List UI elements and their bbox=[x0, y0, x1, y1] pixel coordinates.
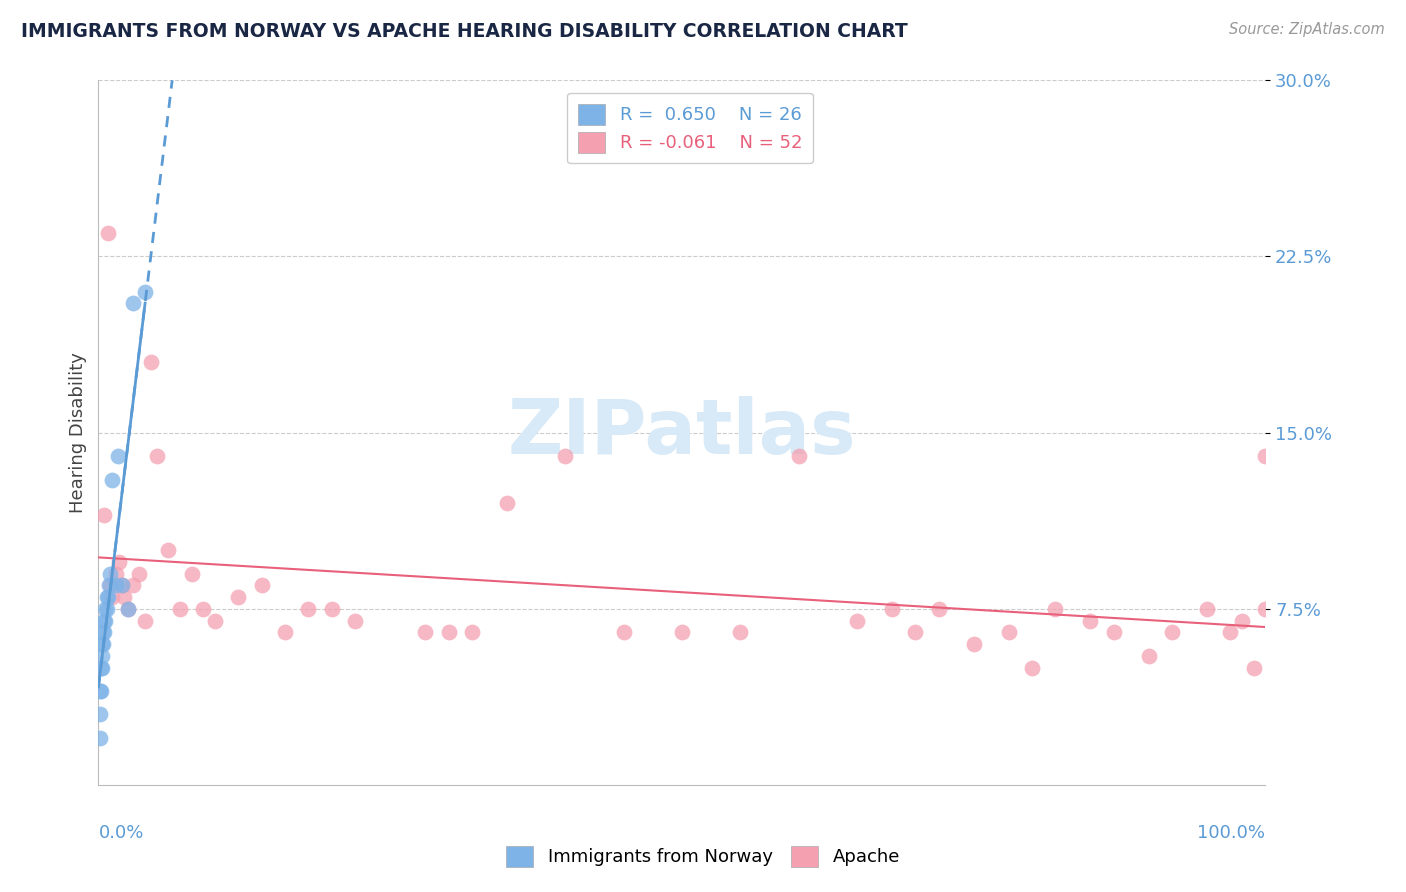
Point bbox=[96, 590, 118, 604]
Point bbox=[880, 601, 903, 615]
Point bbox=[90, 637, 112, 651]
Point bbox=[554, 449, 576, 463]
Point bbox=[1243, 660, 1265, 674]
Point bbox=[98, 566, 121, 581]
Point bbox=[111, 578, 134, 592]
Point bbox=[1137, 648, 1160, 663]
Point bbox=[111, 578, 134, 592]
Point bbox=[1102, 625, 1125, 640]
Point bbox=[297, 601, 319, 615]
Point bbox=[90, 660, 112, 674]
Point bbox=[1021, 660, 1043, 674]
Point bbox=[91, 625, 114, 640]
Point bbox=[204, 614, 226, 628]
Point bbox=[122, 578, 145, 592]
Point bbox=[1161, 625, 1184, 640]
Point bbox=[193, 601, 215, 615]
Point bbox=[104, 578, 127, 592]
Text: IMMIGRANTS FROM NORWAY VS APACHE HEARING DISABILITY CORRELATION CHART: IMMIGRANTS FROM NORWAY VS APACHE HEARING… bbox=[21, 22, 908, 41]
Point bbox=[496, 496, 519, 510]
Point bbox=[89, 707, 111, 722]
Point bbox=[93, 614, 115, 628]
Point bbox=[228, 590, 250, 604]
Point bbox=[1195, 601, 1218, 615]
Point bbox=[134, 285, 156, 299]
Point bbox=[96, 601, 118, 615]
Point bbox=[94, 614, 117, 628]
Point bbox=[962, 637, 984, 651]
Point bbox=[98, 578, 121, 592]
Point bbox=[928, 601, 950, 615]
Point bbox=[134, 614, 156, 628]
Point bbox=[157, 543, 180, 558]
Point bbox=[90, 660, 112, 674]
Point bbox=[1219, 625, 1241, 640]
Point bbox=[101, 473, 124, 487]
Point bbox=[139, 355, 162, 369]
Point bbox=[97, 590, 120, 604]
Point bbox=[671, 625, 693, 640]
Point bbox=[89, 731, 111, 745]
Point bbox=[89, 684, 111, 698]
Text: Source: ZipAtlas.com: Source: ZipAtlas.com bbox=[1229, 22, 1385, 37]
Point bbox=[321, 601, 343, 615]
Point bbox=[146, 449, 169, 463]
Point bbox=[437, 625, 460, 640]
Point bbox=[94, 601, 117, 615]
Point bbox=[413, 625, 436, 640]
Point bbox=[250, 578, 273, 592]
Point bbox=[101, 590, 124, 604]
Point bbox=[344, 614, 367, 628]
Point bbox=[1254, 601, 1277, 615]
Text: 100.0%: 100.0% bbox=[1198, 823, 1265, 842]
Point bbox=[97, 226, 120, 240]
Point bbox=[1080, 614, 1102, 628]
Point bbox=[846, 614, 869, 628]
Point bbox=[97, 578, 120, 592]
Point bbox=[107, 449, 129, 463]
Point bbox=[613, 625, 636, 640]
Legend: Immigrants from Norway, Apache: Immigrants from Norway, Apache bbox=[499, 838, 907, 874]
Point bbox=[112, 590, 135, 604]
Point bbox=[91, 637, 114, 651]
Point bbox=[904, 625, 927, 640]
Point bbox=[104, 566, 127, 581]
Point bbox=[90, 648, 112, 663]
Point bbox=[117, 601, 139, 615]
Point bbox=[1045, 601, 1067, 615]
Legend: R =  0.650    N = 26, R = -0.061    N = 52: R = 0.650 N = 26, R = -0.061 N = 52 bbox=[567, 93, 813, 163]
Point bbox=[730, 625, 752, 640]
Point bbox=[117, 601, 139, 615]
Point bbox=[93, 625, 115, 640]
Point bbox=[1254, 449, 1277, 463]
Point bbox=[108, 555, 131, 569]
Text: ZIPatlas: ZIPatlas bbox=[508, 396, 856, 469]
Point bbox=[1230, 614, 1253, 628]
Point bbox=[122, 296, 145, 310]
Point bbox=[274, 625, 297, 640]
Y-axis label: Hearing Disability: Hearing Disability bbox=[69, 352, 87, 513]
Point bbox=[93, 508, 115, 522]
Point bbox=[997, 625, 1019, 640]
Point bbox=[169, 601, 191, 615]
Point bbox=[90, 684, 112, 698]
Point bbox=[787, 449, 810, 463]
Point bbox=[128, 566, 150, 581]
Text: 0.0%: 0.0% bbox=[98, 823, 143, 842]
Point bbox=[180, 566, 202, 581]
Point bbox=[461, 625, 484, 640]
